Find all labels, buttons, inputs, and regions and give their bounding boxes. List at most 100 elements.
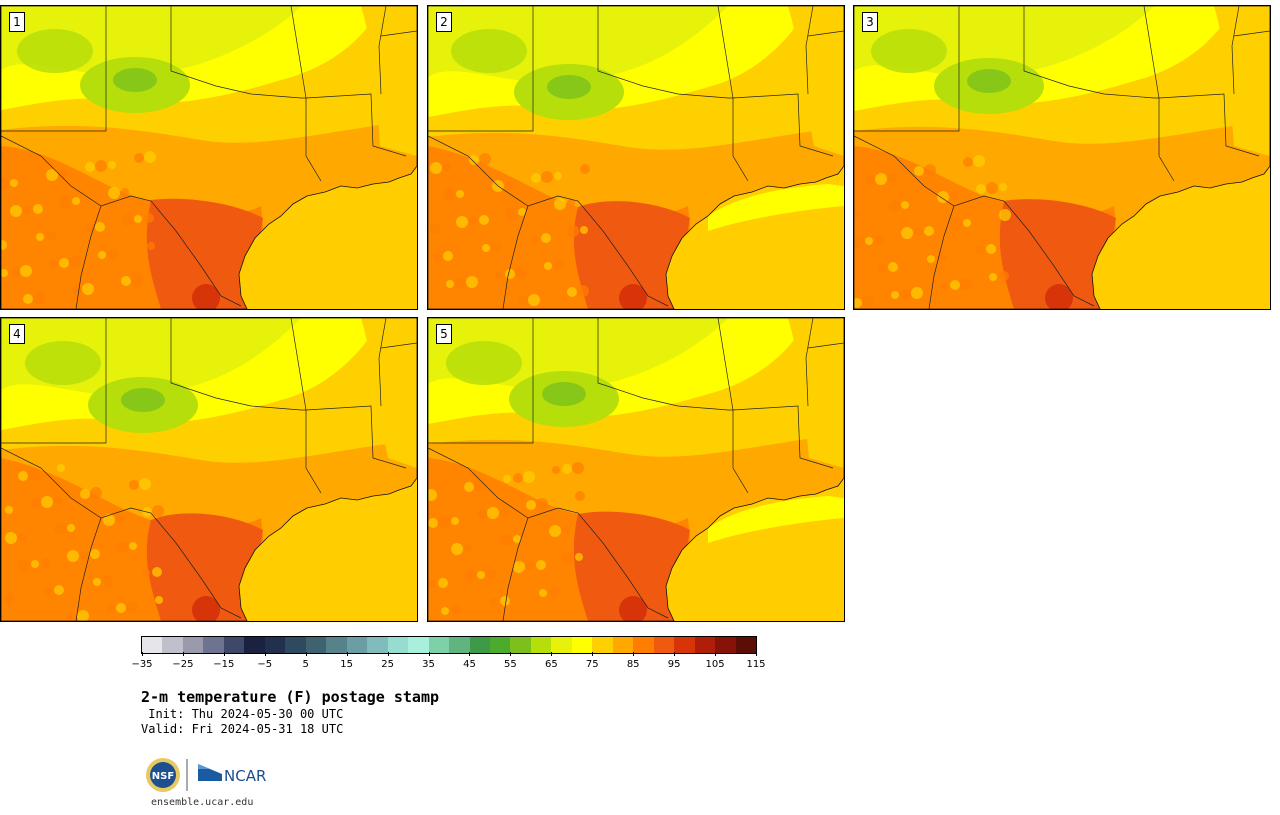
terrain-speckle: [888, 174, 896, 182]
terrain-speckle: [28, 469, 40, 481]
terrain-speckle: [57, 464, 65, 472]
terrain-speckle: [505, 181, 513, 189]
colorbar-swatch: [244, 637, 265, 653]
terrain-speckle: [513, 561, 525, 573]
terrain-speckle: [129, 542, 137, 550]
terrain-speckle: [854, 210, 860, 218]
terrain-speckle: [147, 242, 155, 250]
terrain-speckle: [144, 151, 156, 163]
terrain-speckle: [490, 598, 498, 606]
terrain-speckle: [562, 464, 572, 474]
terrain-speckle: [999, 209, 1011, 221]
terrain-speckle: [937, 191, 949, 203]
terrain-speckle: [116, 603, 126, 613]
colorbar-swatch: [510, 637, 531, 653]
terrain-speckle: [914, 166, 924, 176]
terrain-speckle: [54, 585, 64, 595]
temperature-map-5: [428, 318, 844, 621]
terrain-speckle: [986, 244, 996, 254]
colorbar-tick: [551, 652, 553, 656]
very-hot-region: [146, 513, 263, 621]
colorbar-tick-label: 95: [667, 659, 681, 670]
member-panel-5: 5: [427, 317, 845, 622]
terrain-speckle: [77, 610, 89, 621]
terrain-speckle: [554, 260, 564, 270]
colorbar-swatch: [305, 637, 327, 653]
terrain-speckle: [518, 296, 528, 306]
terrain-speckle: [544, 262, 552, 270]
terrain-speckle: [31, 560, 39, 568]
gulf-of-mexico: [1092, 166, 1270, 309]
init-time: Init: Thu 2024-05-30 00 UTC: [141, 707, 344, 721]
colorbar-tick-label: −5: [257, 659, 273, 670]
colorbar-tick-label: 5: [302, 659, 309, 670]
terrain-speckle: [129, 480, 139, 490]
terrain-speckle: [878, 264, 886, 272]
terrain-speckle: [131, 274, 143, 286]
state-borders: [854, 6, 1270, 309]
cool-spot: [17, 29, 93, 73]
coolest-spot: [542, 382, 586, 406]
terrain-speckle: [500, 596, 510, 606]
terrain-speckle: [54, 497, 62, 505]
terrain-speckle: [464, 570, 476, 582]
very-hot-region: [573, 511, 690, 621]
cool-spot: [451, 29, 527, 73]
terrain-speckle: [469, 217, 477, 225]
terrain-speckle: [973, 155, 985, 167]
terrain-speckle: [451, 517, 459, 525]
terrain-speckle: [526, 500, 536, 510]
terrain-speckle: [69, 256, 81, 268]
terrain-speckle: [90, 487, 102, 499]
very-hot-region: [146, 198, 263, 309]
colorbar-swatch: [264, 637, 286, 653]
terrain-speckle: [108, 249, 118, 259]
terrain-speckle: [103, 514, 115, 526]
terrain-speckle: [59, 196, 71, 208]
temperature-colorbar: [141, 636, 757, 654]
terrain-speckle: [875, 173, 887, 185]
terrain-speckle: [901, 289, 911, 299]
terrain-speckle: [976, 246, 984, 254]
terrain-speckle: [5, 506, 13, 514]
terrain-speckle: [575, 491, 585, 501]
terrain-speckle: [469, 155, 479, 165]
terrain-speckle: [487, 507, 499, 519]
terrain-speckle: [85, 162, 95, 172]
terrain-speckle: [46, 169, 58, 181]
terrain-speckle: [986, 182, 998, 194]
terrain-speckle: [59, 258, 69, 268]
temperature-map-2: [428, 6, 844, 309]
very-hot-region: [999, 199, 1116, 309]
terrain-speckle: [430, 224, 440, 234]
member-panel-1: 1: [0, 5, 418, 310]
coastal-cool-water: [708, 184, 844, 231]
cool-spot: [871, 29, 947, 73]
colorbar-ticks: −35 −25 −15 −5 5 15 25 35 45 55 65 75 85 95 105 115: [131, 652, 766, 672]
terrain-speckle: [526, 562, 534, 570]
terrain-speckle: [80, 489, 90, 499]
terrain-speckle: [567, 287, 577, 297]
terrain-speckle: [549, 525, 561, 537]
terrain-speckle: [1, 178, 9, 190]
colorbar-swatch: [571, 637, 593, 653]
terrain-speckle: [562, 526, 570, 534]
colorbar-tick-label: −25: [172, 659, 194, 670]
terrain-speckle: [891, 291, 899, 299]
east-warm: [1214, 6, 1270, 156]
terrain-speckle: [139, 478, 151, 490]
colorbar-tick-label: 65: [544, 659, 558, 670]
figure-title: 2-m temperature (F) postage stamp: [141, 688, 440, 706]
terrain-speckle: [23, 294, 33, 304]
terrain-speckle: [924, 226, 934, 236]
member-panel-4: 4: [0, 317, 418, 622]
terrain-speckle: [155, 596, 163, 604]
terrain-speckle: [152, 567, 162, 577]
colorbar-swatch: [674, 637, 695, 653]
terrain-speckle: [93, 578, 101, 586]
colorbar-tick-label: 45: [463, 659, 476, 670]
ncar-logo-icon: NCAR: [198, 764, 266, 785]
terrain-speckle: [513, 535, 521, 543]
terrain-speckle: [33, 292, 45, 304]
terrain-speckle: [95, 222, 105, 232]
